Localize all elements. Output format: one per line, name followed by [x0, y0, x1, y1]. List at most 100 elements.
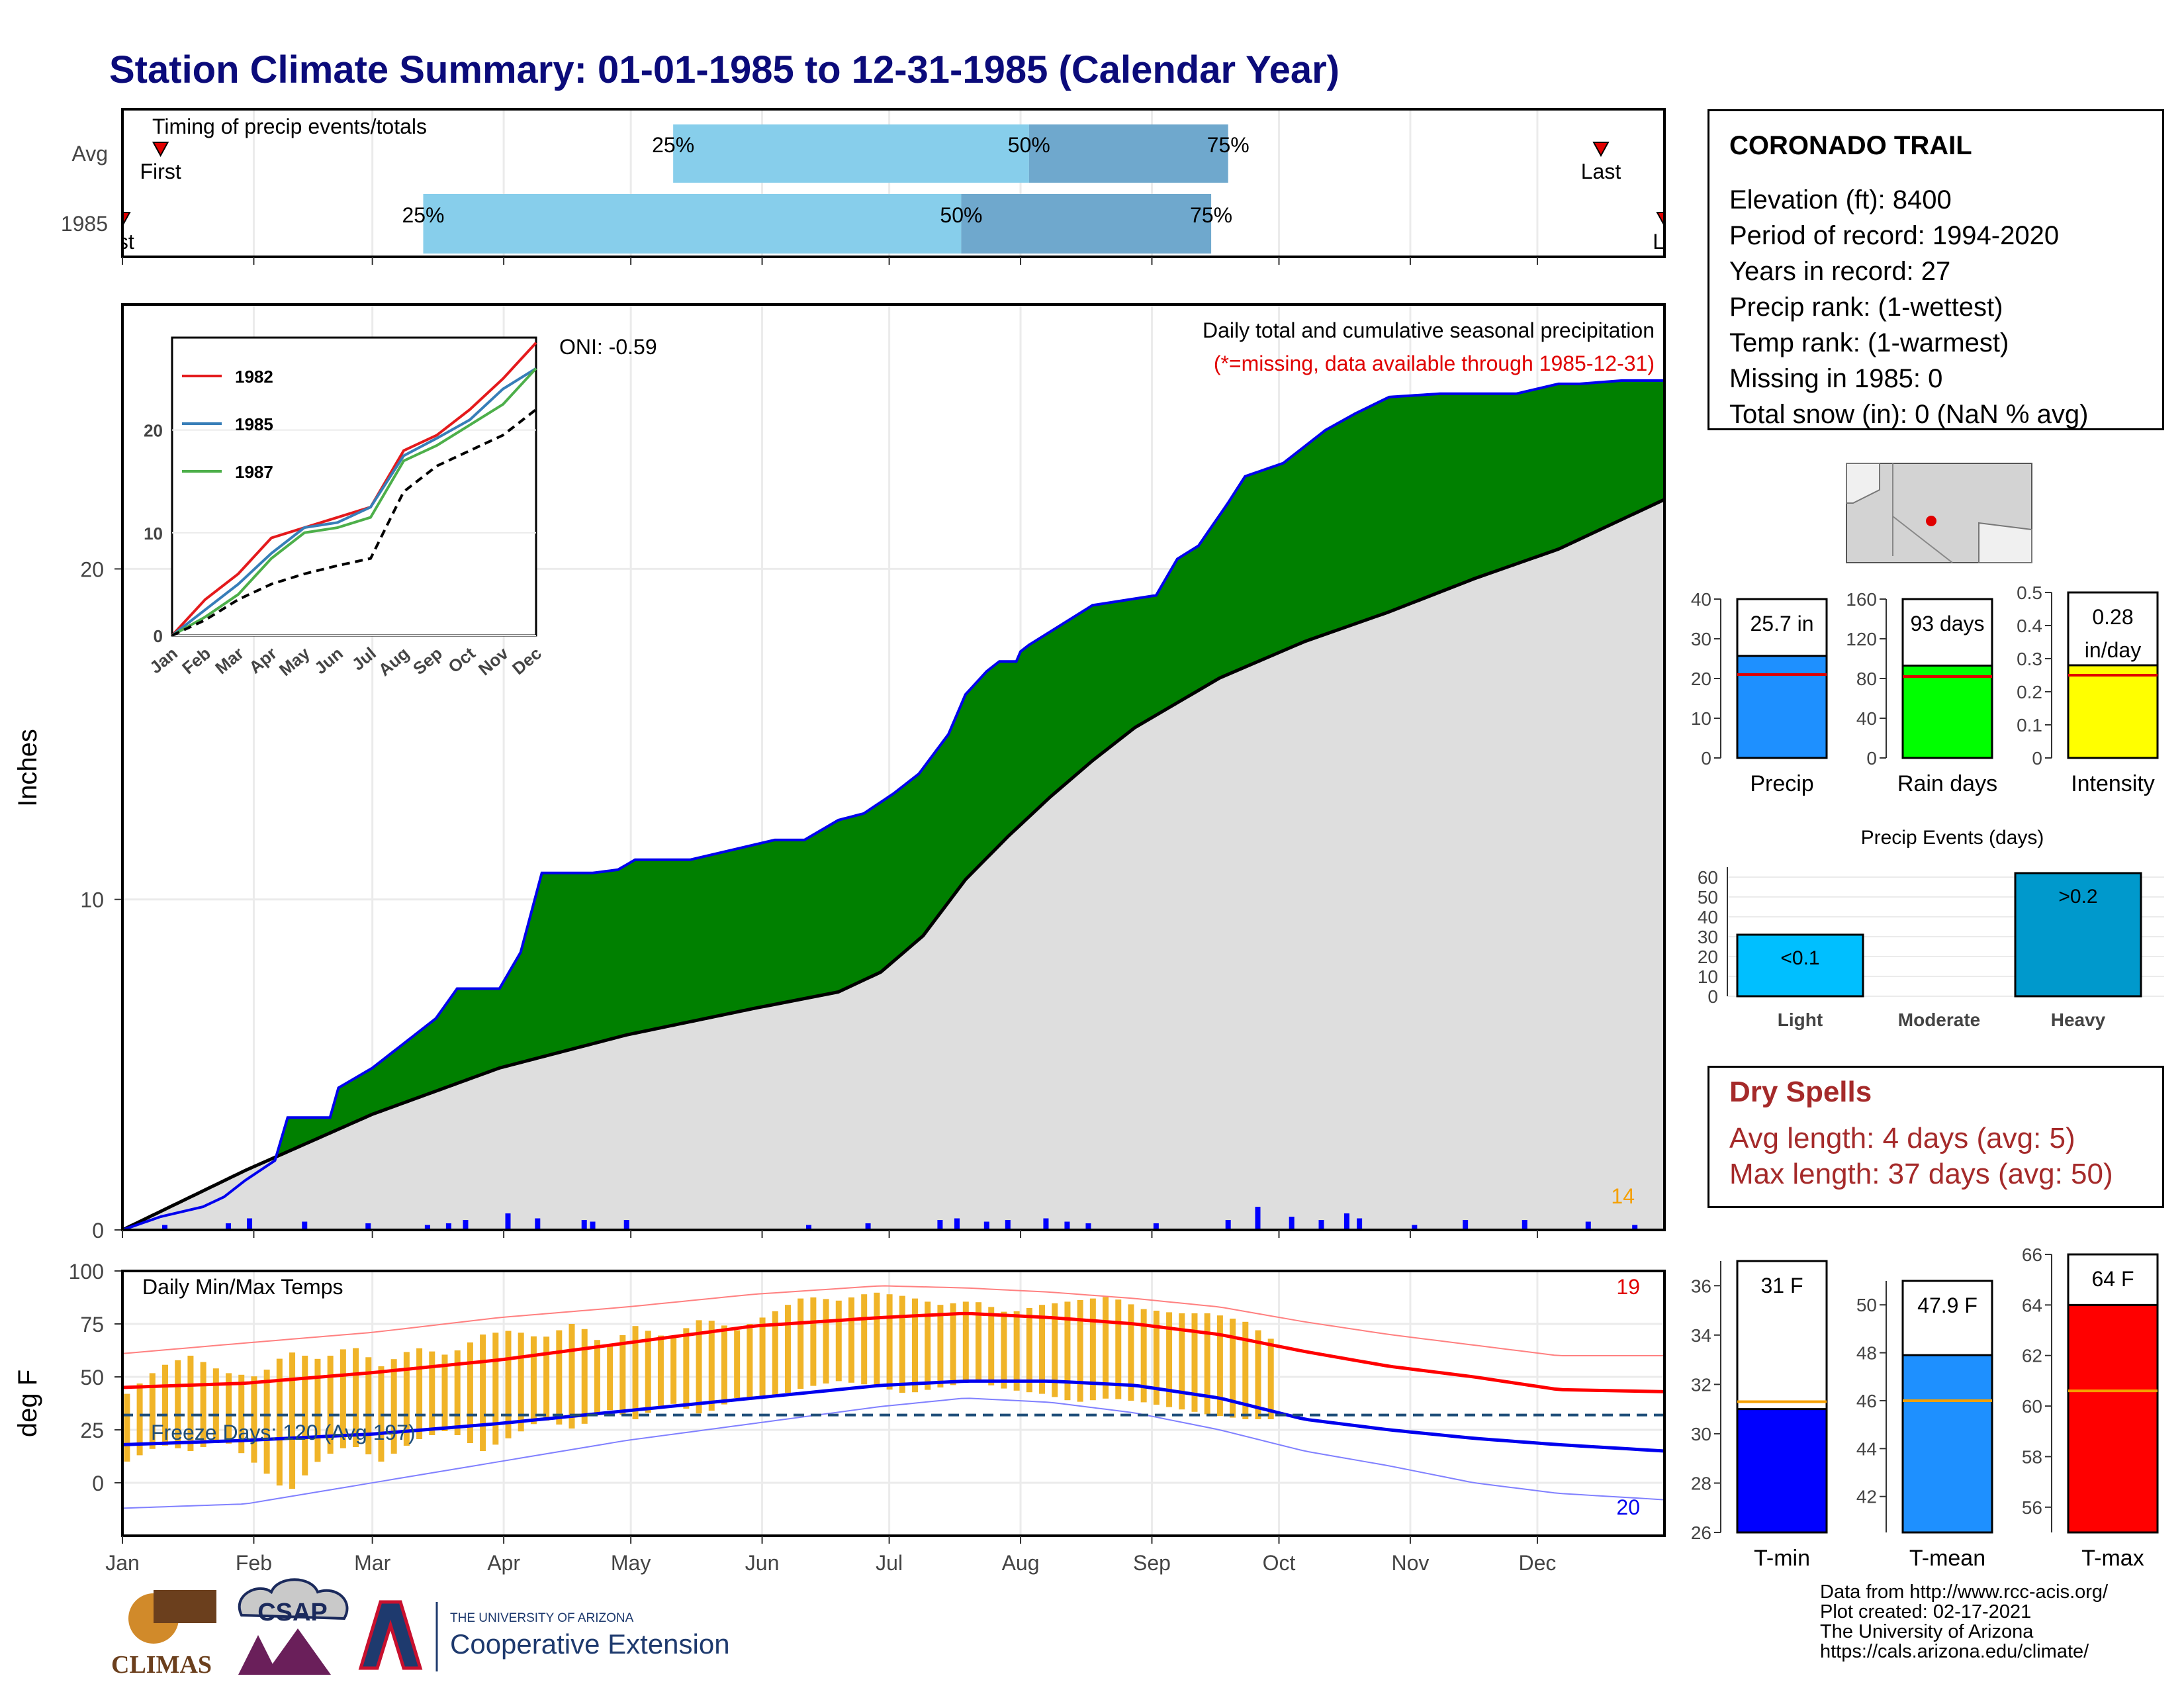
- daily-temp-bar: [441, 1354, 448, 1431]
- daily-temp-bar: [747, 1324, 753, 1398]
- oni-label: ONI: -0.59: [559, 335, 657, 359]
- small-y-tick-label: 42: [1856, 1487, 1877, 1507]
- daily-temp-bar: [797, 1298, 804, 1389]
- daily-precip-bar: [1225, 1220, 1231, 1230]
- small-y-tick-label: 0.3: [2017, 649, 2042, 669]
- daily-temp-bar: [1140, 1309, 1147, 1403]
- small-bar-category: T-min: [1754, 1546, 1810, 1571]
- station-elevation: Elevation (ft): 8400: [1729, 185, 1952, 214]
- daily-temp-bar: [1077, 1300, 1083, 1402]
- avg-tmax-line: [122, 1311, 1665, 1393]
- timing-label-50: 50%: [1008, 133, 1050, 157]
- precip-corner-count: 14: [1611, 1184, 1635, 1208]
- daily-temp-bar: [238, 1374, 245, 1454]
- temp-panel-border: [121, 1270, 1666, 1537]
- small-y-tick-label: 0: [1866, 748, 1877, 769]
- month-tick-label: Dec: [1519, 1551, 1557, 1575]
- csap-logo-mountains: [238, 1628, 331, 1675]
- avg-tmin-line: [122, 1379, 1665, 1453]
- small-bar-value: [1901, 1354, 1993, 1534]
- page-title: Station Climate Summary: 01-01-1985 to 1…: [109, 48, 1340, 91]
- daily-temp-bar: [1179, 1313, 1185, 1410]
- inset-y-tick-label: 0: [154, 626, 163, 646]
- daily-temp-bar: [251, 1376, 257, 1463]
- daily-temp-bar: [480, 1335, 486, 1451]
- small-y-tick-label: 60: [2022, 1396, 2042, 1417]
- daily-precip-bar: [226, 1223, 232, 1230]
- daily-precip-bar: [1585, 1221, 1591, 1230]
- temp-y-tick-label: 100: [69, 1260, 104, 1284]
- daily-temp-bar: [925, 1301, 931, 1390]
- daily-temp-bar: [1026, 1308, 1032, 1393]
- small-y-tick-label: 34: [1691, 1325, 1711, 1346]
- small-bar-value: [1736, 1408, 1828, 1534]
- daily-temp-bar: [1204, 1313, 1210, 1415]
- ua-logo-small-text: THE UNIVERSITY OF ARIZONA: [450, 1611, 634, 1625]
- event-bar: [1736, 933, 1864, 998]
- small-bar-category: Precip: [1750, 771, 1813, 796]
- daily-precip-bar: [505, 1213, 511, 1230]
- average-cumulative-area: [122, 499, 1664, 1230]
- events-y-tick-label: 0: [1707, 986, 1718, 1007]
- daily-temp-bar: [976, 1302, 982, 1382]
- small-y-tick-label: 66: [2022, 1244, 2042, 1265]
- month-tick-label: Oct: [1263, 1551, 1296, 1575]
- station-temp-rank: Temp rank: (1-warmest): [1729, 328, 2009, 357]
- freeze-days-label: Freeze Days: 120 (Avg 197): [151, 1421, 416, 1444]
- daily-temp-bar: [734, 1330, 741, 1398]
- month-tick-label: Jun: [745, 1551, 780, 1575]
- daily-temp-bar: [226, 1373, 232, 1444]
- daily-temp-bar: [1039, 1305, 1046, 1394]
- station-location-dot: [1926, 516, 1936, 526]
- small-bar-label: 25.7 in: [1750, 612, 1813, 635]
- events-y-tick-label: 60: [1698, 867, 1718, 888]
- inset-panel: [171, 336, 537, 637]
- daily-temp-bar: [1166, 1312, 1173, 1407]
- small-y-tick-label: 30: [1691, 629, 1711, 649]
- daily-temp-bar: [467, 1342, 473, 1443]
- temp-y-tick-label: 0: [92, 1472, 104, 1495]
- timing-label-50: 50%: [940, 203, 982, 227]
- timing-bar-q2: [673, 124, 1029, 183]
- daily-temp-bar: [657, 1335, 664, 1407]
- daily-precip-bar: [1343, 1213, 1349, 1230]
- station-period: Period of record: 1994-2020: [1729, 221, 2060, 250]
- dry-spells-box: Dry Spells Avg length: 4 days (avg: 5) M…: [1707, 1066, 2164, 1208]
- station-name: CORONADO TRAIL: [1729, 131, 1972, 160]
- daily-temp-bar: [696, 1320, 702, 1414]
- ua-logo-coop-text: Cooperative Extension: [450, 1628, 730, 1660]
- small-bar-category: Intensity: [2071, 771, 2155, 796]
- small-y-tick-label: 50: [1856, 1295, 1877, 1315]
- small-y-tick-label: 58: [2022, 1446, 2042, 1467]
- daily-precip-bar: [1318, 1220, 1324, 1230]
- station-years: Years in record: 27: [1729, 257, 1951, 286]
- month-tick-label: Aug: [1002, 1551, 1040, 1575]
- timing-marker-first: [152, 142, 169, 158]
- daily-precip-bar: [590, 1221, 596, 1230]
- daily-temp-bar: [988, 1307, 995, 1385]
- daily-temp-bar: [187, 1356, 194, 1451]
- small-y-tick-label: 36: [1691, 1276, 1711, 1296]
- station-snow: Total snow (in): 0 (NaN % avg): [1729, 400, 2089, 429]
- precip-y-tick-label: 10: [80, 888, 104, 912]
- daily-temp-bar: [390, 1359, 397, 1454]
- ua-logo-block-a: [358, 1600, 423, 1670]
- small-y-tick-label: 56: [2022, 1497, 2042, 1518]
- daily-temp-bar: [403, 1352, 410, 1446]
- timing-row-label: Avg: [71, 142, 108, 165]
- daily-precip-bar: [535, 1218, 541, 1230]
- precip-chart-subtitle: (*=missing, data available through 1985-…: [1214, 352, 1655, 375]
- daily-precip-bar: [1463, 1220, 1469, 1230]
- daily-temp-bar: [518, 1333, 524, 1432]
- inset-series-line: [171, 342, 537, 637]
- timing-title: Timing of precip events/totals: [152, 115, 427, 138]
- daily-temp-bar: [607, 1344, 614, 1411]
- daily-precip-bar: [247, 1218, 253, 1230]
- daily-precip-bar: [1064, 1221, 1070, 1230]
- daily-temp-bar: [581, 1329, 588, 1424]
- small-bar-label: 93 days: [1910, 612, 1984, 635]
- inset-legend-label: 1987: [235, 462, 273, 482]
- daily-temp-bar: [340, 1349, 346, 1448]
- daily-temp-bar: [670, 1336, 677, 1404]
- small-y-tick-label: 32: [1691, 1374, 1711, 1395]
